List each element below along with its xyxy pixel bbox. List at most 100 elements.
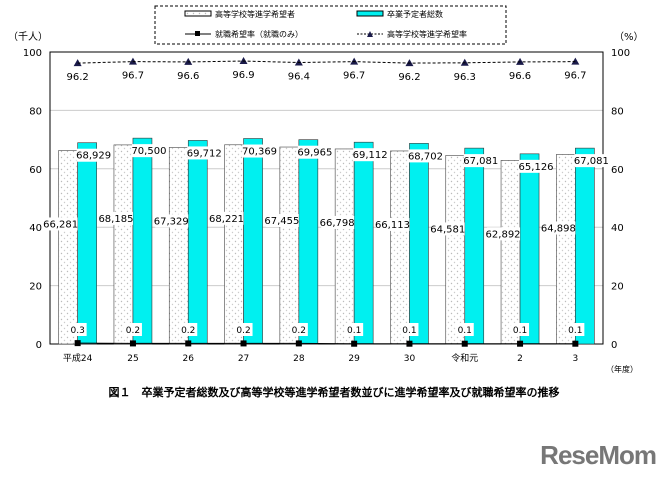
data-label-employment: 0.2 — [126, 326, 140, 336]
data-label-advancing: 66,113 — [375, 220, 410, 231]
data-label-advancing: 66,798 — [320, 218, 355, 229]
bar-total — [243, 138, 263, 345]
marker-advancement-rate — [571, 57, 580, 65]
data-label-employment: 0.1 — [568, 326, 582, 336]
label-bg — [289, 323, 308, 336]
label-bg — [155, 214, 189, 228]
data-label-advancing: 67,329 — [154, 216, 189, 227]
label-bg — [353, 148, 387, 162]
data-label-employment: 0.1 — [402, 326, 416, 336]
data-label-total: 67,081 — [574, 156, 609, 167]
bar-advancing — [390, 150, 410, 345]
label-bg — [431, 222, 465, 236]
label-bg — [179, 323, 198, 336]
bar-advancing — [58, 150, 78, 345]
x-tick: 30 — [404, 354, 416, 364]
line-employment-rate — [77, 342, 576, 345]
x-tick: 28 — [293, 354, 305, 364]
bar-total — [464, 147, 485, 345]
label-bg — [566, 323, 585, 336]
legend-marker — [195, 31, 200, 36]
label-bg — [400, 323, 419, 336]
label-bg — [68, 323, 87, 336]
legend-marker — [367, 31, 373, 37]
y-tick-right: 40 — [611, 223, 624, 234]
data-label-employment: 0.2 — [236, 326, 250, 336]
bar-total — [132, 137, 153, 345]
y-tick-left: 40 — [29, 223, 42, 234]
legend-label: 卒業予定者総数 — [387, 9, 443, 19]
data-label-advancement-rate: 96.7 — [122, 71, 144, 82]
data-label-total: 67,081 — [463, 156, 498, 167]
data-label-total: 70,369 — [242, 147, 277, 158]
data-label-advancing: 64,898 — [541, 223, 576, 234]
label-bg — [187, 146, 221, 160]
y-axis-label-right: （%） — [614, 31, 644, 43]
x-tick: 27 — [238, 354, 249, 364]
data-label-total: 69,965 — [297, 148, 332, 159]
bar-advancing — [224, 144, 244, 345]
data-label-advancing: 66,281 — [43, 219, 78, 230]
y-tick-right: 20 — [611, 282, 624, 293]
label-bg — [455, 323, 474, 336]
data-label-advancing: 67,455 — [264, 216, 299, 227]
data-label-advancement-rate: 96.6 — [177, 71, 199, 82]
legend-label: 高等学校等進学希望率 — [387, 29, 467, 39]
label-bg — [44, 217, 78, 231]
data-label-advancement-rate: 96.2 — [67, 72, 89, 83]
data-label-employment: 0.1 — [347, 326, 361, 336]
x-tick: 25 — [127, 354, 138, 364]
label-bg — [123, 323, 142, 336]
legend-box — [154, 5, 507, 45]
data-label-employment: 0.1 — [513, 326, 527, 336]
bar-advancing — [334, 148, 355, 345]
bar-total — [187, 140, 208, 345]
x-tick: 29 — [348, 354, 360, 364]
data-label-total: 68,702 — [408, 151, 443, 162]
label-bg — [408, 149, 442, 163]
data-label-advancement-rate: 96.7 — [343, 71, 365, 82]
y-tick-left: 80 — [29, 106, 42, 117]
line-advancement-rate — [77, 60, 576, 64]
data-label-advancing: 68,185 — [98, 214, 133, 225]
data-label-total: 70,500 — [131, 146, 166, 157]
marker-advancement-rate — [516, 57, 525, 65]
label-bg — [574, 154, 608, 168]
data-label-employment: 0.1 — [458, 326, 472, 336]
y-tick-right: 60 — [611, 165, 624, 176]
label-bg — [463, 154, 497, 168]
bar-advancing — [445, 155, 466, 345]
label-bg — [297, 145, 331, 159]
label-bg — [519, 159, 553, 173]
x-axis-label: （年度） — [606, 364, 638, 374]
data-label-advancing: 62,892 — [486, 229, 521, 240]
data-label-total: 68,929 — [76, 151, 111, 162]
data-label-employment: 0.2 — [292, 326, 306, 336]
data-label-employment: 0.2 — [181, 326, 195, 336]
label-bg — [345, 323, 364, 336]
data-label-advancement-rate: 96.9 — [232, 70, 254, 81]
resemom-logo: ReseMom — [540, 440, 657, 470]
data-label-advancement-rate: 96.7 — [564, 71, 586, 82]
y-tick-left: 20 — [29, 282, 42, 293]
data-label-advancement-rate: 96.4 — [288, 72, 310, 83]
data-label-advancing: 64,581 — [430, 224, 465, 235]
label-bg — [242, 144, 276, 158]
bar-total — [575, 147, 595, 345]
y-tick-right: 100 — [611, 48, 630, 59]
x-tick: 26 — [183, 354, 195, 364]
label-bg — [234, 323, 253, 336]
data-label-total: 69,112 — [353, 150, 388, 161]
bar-total — [77, 142, 97, 345]
legend-swatch-bar2 — [356, 10, 384, 17]
data-label-total: 69,712 — [187, 148, 222, 159]
y-tick-right: 0 — [611, 340, 617, 351]
y-axis-label-left: （千人） — [8, 31, 48, 43]
bar-total — [409, 143, 429, 345]
legend-swatch-bar1 — [184, 10, 212, 17]
label-bg — [487, 227, 521, 241]
y-tick-left: 100 — [23, 48, 42, 59]
label-bg — [76, 148, 110, 162]
